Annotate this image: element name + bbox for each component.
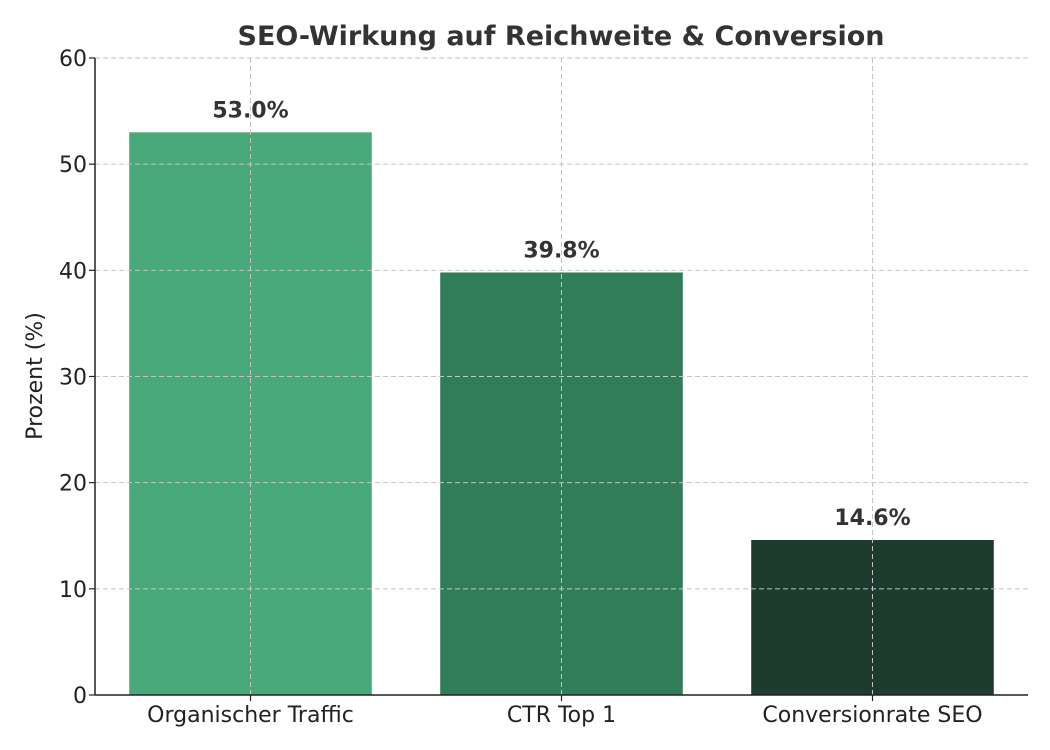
y-tick-label: 20 bbox=[59, 472, 87, 497]
x-tick-label: Conversionrate SEO bbox=[762, 703, 982, 728]
y-tick-label: 60 bbox=[59, 47, 87, 72]
x-tick-label: CTR Top 1 bbox=[507, 703, 616, 728]
y-tick-label: 40 bbox=[59, 259, 87, 284]
y-tick-label: 10 bbox=[59, 578, 87, 603]
y-tick-label: 30 bbox=[59, 366, 87, 391]
chart-title: SEO-Wirkung auf Reichweite & Conversion bbox=[238, 21, 885, 52]
y-tick-label: 50 bbox=[59, 153, 87, 178]
x-tick-label: Organischer Traffic bbox=[147, 703, 354, 728]
y-tick-label: 0 bbox=[73, 684, 87, 709]
y-axis-label: Prozent (%) bbox=[23, 312, 48, 440]
